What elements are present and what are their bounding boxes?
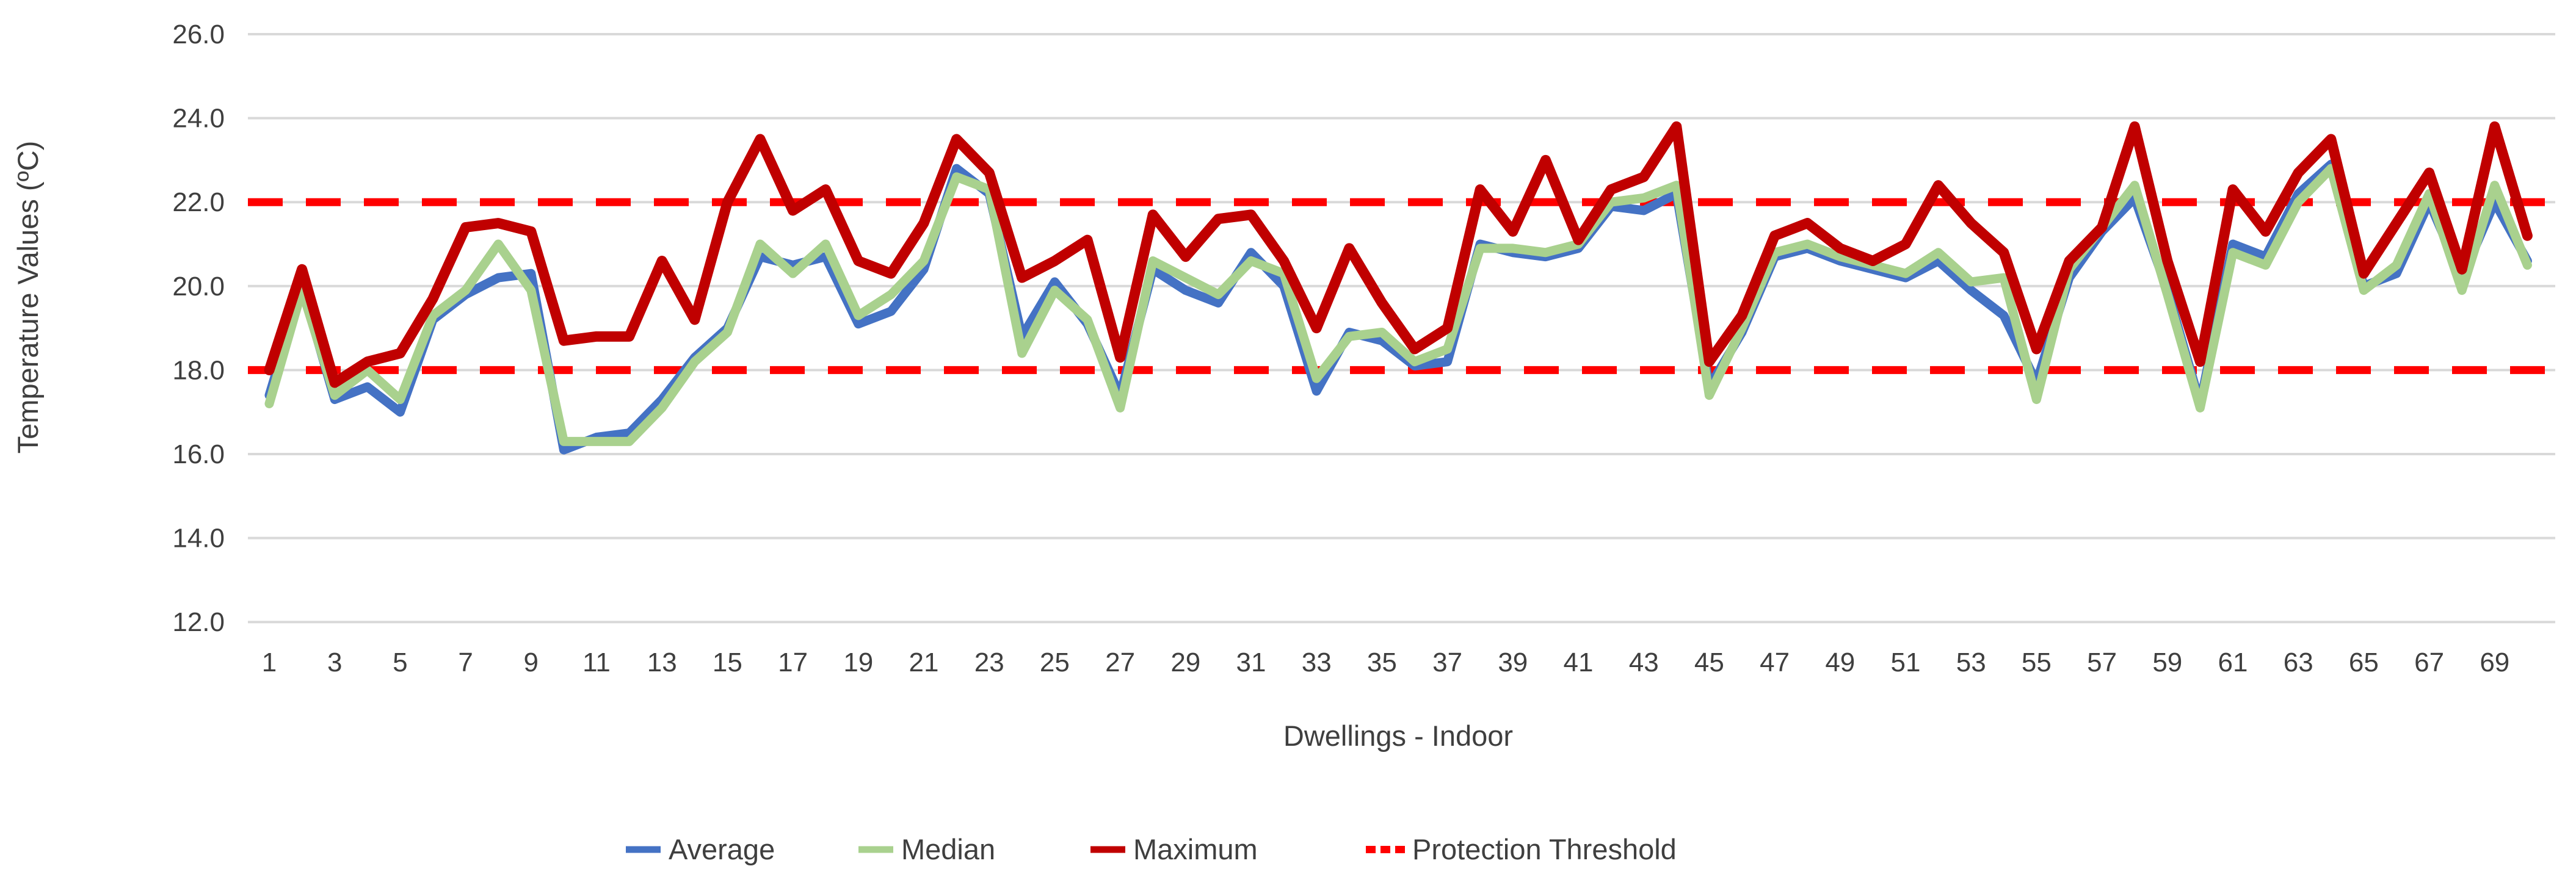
legend: Average Median Maximum Protection Threshold	[626, 833, 1677, 865]
x-tick-label: 59	[2152, 648, 2182, 677]
x-tick-label: 27	[1105, 648, 1135, 677]
x-tick-label: 63	[2284, 648, 2313, 677]
x-tick-label: 49	[1825, 648, 1855, 677]
x-tick-label: 41	[1564, 648, 1594, 677]
x-tick-label: 69	[2480, 648, 2509, 677]
series-line-maximum	[264, 121, 2533, 388]
y-tick-label: 22.0	[172, 187, 225, 217]
x-tick-label: 19	[843, 648, 873, 677]
x-tick-label: 65	[2349, 648, 2379, 677]
y-tick-label: 12.0	[172, 607, 225, 637]
x-axis-tick-labels: 1 3 5 7 9 11 13 15 17 19 21 23 25 27 29 31 33 35 37 39 41 43 4…	[262, 648, 2510, 677]
x-tick-label: 37	[1432, 648, 1462, 677]
x-tick-label: 67	[2414, 648, 2444, 677]
x-tick-label: 9	[524, 648, 539, 677]
x-tick-label: 35	[1367, 648, 1397, 677]
x-tick-label: 13	[647, 648, 677, 677]
y-axis-tick-labels: 26.0 24.0 22.0 20.0 18.0 16.0 14.0 12.0	[172, 20, 225, 637]
x-tick-label: 39	[1498, 648, 1528, 677]
gridlines	[248, 33, 2555, 624]
y-tick-label: 14.0	[172, 524, 225, 554]
y-tick-label: 18.0	[172, 355, 225, 385]
x-tick-label: 5	[393, 648, 407, 677]
x-tick-label: 61	[2218, 648, 2248, 677]
x-tick-label: 33	[1302, 648, 1332, 677]
x-tick-label: 21	[909, 648, 939, 677]
legend-item-protection-threshold: Protection Threshold	[1366, 833, 1677, 865]
y-tick-label: 26.0	[172, 20, 225, 49]
legend-label: Median	[901, 833, 995, 865]
x-tick-label: 47	[1760, 648, 1790, 677]
legend-label: Protection Threshold	[1412, 833, 1677, 865]
x-tick-label: 23	[974, 648, 1004, 677]
x-tick-label: 7	[458, 648, 473, 677]
y-tick-label: 20.0	[172, 272, 225, 301]
x-tick-label: 31	[1236, 648, 1266, 677]
legend-label: Maximum	[1133, 833, 1258, 865]
y-tick-label: 24.0	[172, 104, 225, 134]
series-lines	[264, 121, 2533, 455]
x-tick-label: 11	[582, 648, 611, 677]
series-line-average	[264, 159, 2532, 455]
x-tick-label: 29	[1170, 648, 1200, 677]
legend-item-median: Median	[858, 833, 995, 865]
x-tick-label: 45	[1694, 648, 1724, 677]
x-tick-label: 17	[778, 648, 808, 677]
y-axis-title: Temperature Values (ºC)	[12, 141, 44, 454]
legend-item-average: Average	[626, 833, 775, 865]
x-tick-label: 51	[1891, 648, 1921, 677]
x-axis-title: Dwellings - Indoor	[1283, 720, 1513, 752]
series-line-median	[264, 164, 2532, 446]
y-tick-label: 16.0	[172, 439, 225, 469]
x-tick-label: 43	[1629, 648, 1659, 677]
x-tick-label: 25	[1040, 648, 1070, 677]
x-tick-label: 15	[713, 648, 742, 677]
x-tick-label: 3	[327, 648, 342, 677]
legend-item-maximum: Maximum	[1090, 833, 1258, 865]
protection-threshold-lines	[248, 198, 2555, 374]
legend-label: Average	[669, 833, 775, 865]
x-tick-label: 53	[1956, 648, 1986, 677]
x-tick-label: 1	[262, 648, 277, 677]
x-tick-label: 55	[2022, 648, 2052, 677]
x-tick-label: 57	[2087, 648, 2117, 677]
